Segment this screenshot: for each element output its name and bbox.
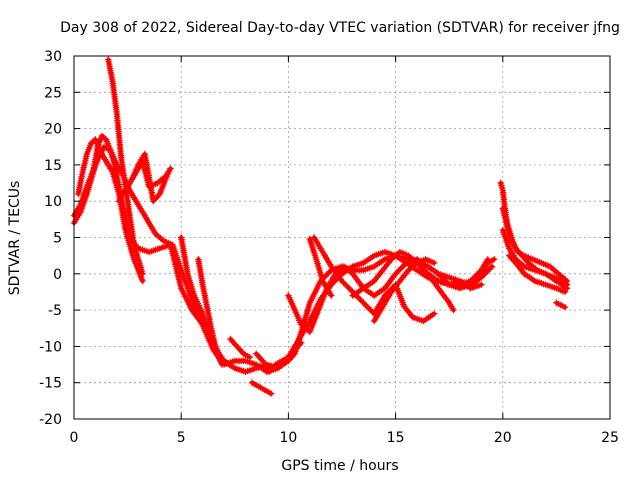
series-K bbox=[227, 335, 254, 361]
data-point bbox=[421, 267, 428, 274]
data-point bbox=[167, 165, 174, 172]
y-tick-label: 25 bbox=[44, 85, 62, 101]
series-U bbox=[553, 299, 569, 311]
chart-title: Day 308 of 2022, Sidereal Day-to-day VTE… bbox=[60, 20, 620, 36]
y-tick-label: 15 bbox=[44, 158, 62, 174]
data-point bbox=[101, 135, 108, 142]
series-P bbox=[424, 270, 485, 292]
x-tick-label: 20 bbox=[494, 430, 512, 446]
data-point bbox=[561, 303, 569, 311]
series-D bbox=[105, 56, 146, 277]
data-point bbox=[328, 292, 335, 299]
series-O bbox=[371, 256, 438, 325]
data-point bbox=[488, 263, 496, 270]
data-point bbox=[139, 277, 146, 285]
y-axis: -20 -15 -10 -5 0 5 10 15 20 25 30 bbox=[39, 49, 610, 428]
x-axis: 0 5 10 15 20 25 bbox=[70, 56, 619, 446]
y-tick-label: 0 bbox=[53, 267, 62, 283]
data-point bbox=[358, 298, 366, 305]
series-J bbox=[248, 379, 275, 397]
y-tick-label: 5 bbox=[53, 231, 62, 247]
y-tick-label: -20 bbox=[39, 412, 62, 428]
y-tick-label: 20 bbox=[44, 122, 62, 138]
data-point bbox=[430, 310, 438, 317]
data-points bbox=[70, 56, 571, 397]
y-axis-label: SDTVAR / TECUs bbox=[7, 181, 23, 296]
y-tick-label: -10 bbox=[39, 339, 62, 355]
x-tick-label: 25 bbox=[601, 430, 619, 446]
x-tick-label: 15 bbox=[387, 430, 405, 446]
y-tick-label: -5 bbox=[48, 303, 62, 319]
data-point bbox=[268, 390, 275, 397]
series-V bbox=[306, 235, 335, 299]
y-tick-label: 30 bbox=[44, 49, 62, 65]
data-point bbox=[348, 287, 355, 294]
x-tick-label: 10 bbox=[279, 430, 297, 446]
series-R bbox=[499, 205, 571, 285]
data-point bbox=[491, 256, 498, 263]
series-N bbox=[349, 248, 457, 314]
data-point bbox=[363, 302, 370, 310]
data-point bbox=[246, 354, 254, 361]
y-tick-label: -15 bbox=[39, 376, 62, 392]
data-point bbox=[478, 281, 485, 288]
series-T bbox=[499, 227, 571, 292]
data-point bbox=[139, 270, 146, 277]
series-C bbox=[75, 136, 146, 285]
data-point bbox=[323, 271, 330, 278]
data-point bbox=[400, 262, 407, 270]
data-point bbox=[563, 277, 571, 285]
y-tick-label: 10 bbox=[44, 194, 62, 210]
data-point bbox=[397, 265, 404, 273]
data-point bbox=[341, 281, 349, 288]
data-point bbox=[450, 306, 457, 314]
x-tick-label: 0 bbox=[70, 430, 79, 446]
series-H bbox=[195, 256, 234, 368]
series-L bbox=[285, 256, 498, 336]
series-I bbox=[253, 339, 305, 375]
data-point bbox=[227, 361, 234, 368]
series-F bbox=[128, 150, 172, 205]
x-axis-label: GPS time / hours bbox=[281, 458, 398, 474]
x-tick-label: 5 bbox=[177, 430, 186, 446]
grid bbox=[74, 56, 610, 419]
data-point bbox=[475, 273, 482, 281]
data-point bbox=[484, 268, 491, 275]
data-point bbox=[436, 272, 444, 279]
data-point bbox=[563, 285, 571, 292]
data-point bbox=[366, 305, 373, 313]
data-point bbox=[298, 339, 305, 346]
data-point bbox=[165, 168, 172, 176]
data-point bbox=[338, 277, 346, 285]
data-point bbox=[430, 259, 438, 267]
